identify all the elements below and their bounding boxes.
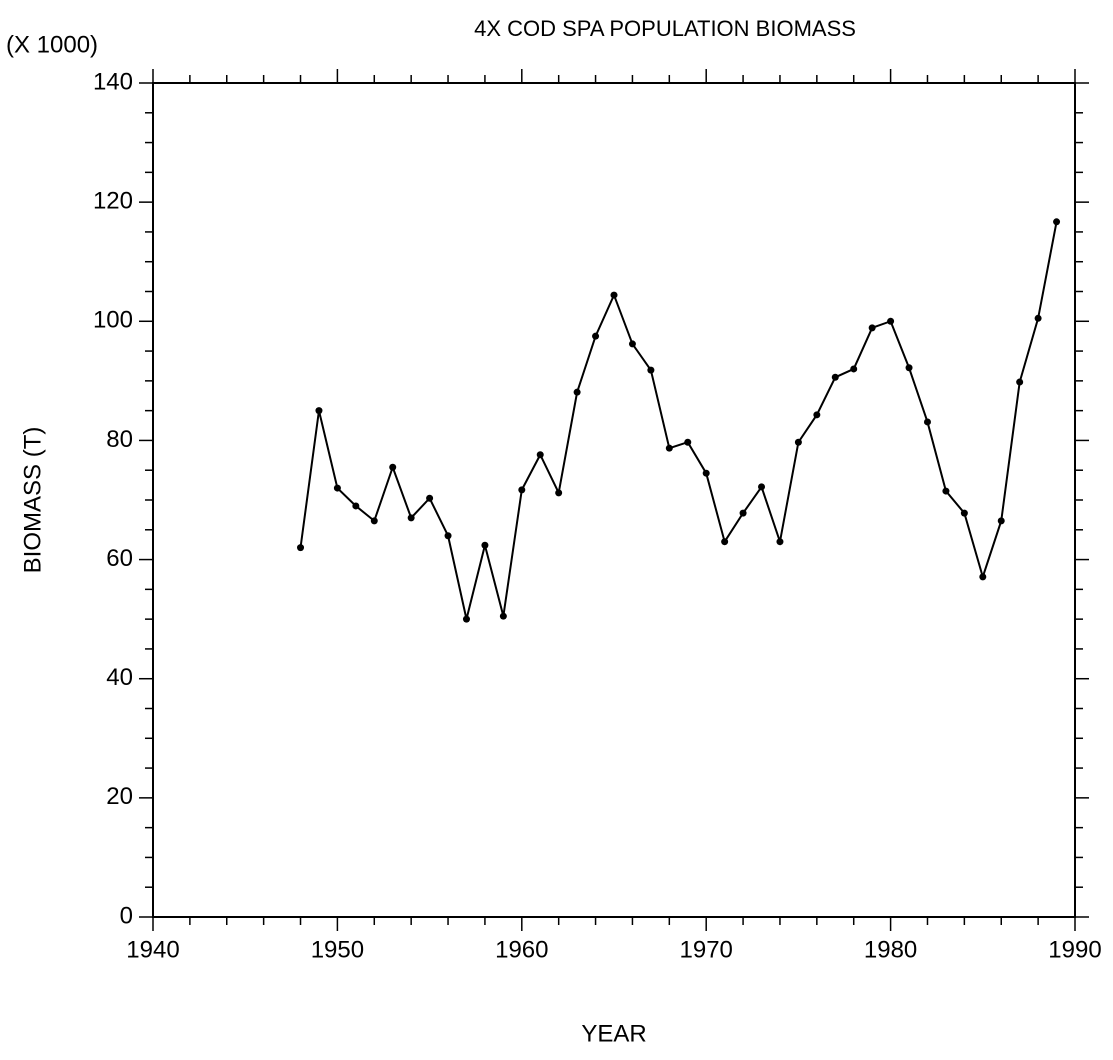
data-point: [426, 494, 434, 502]
x-axis-label: YEAR: [581, 1020, 646, 1047]
y-tick-label: 140: [93, 68, 133, 95]
data-point: [610, 291, 618, 299]
data-point: [647, 366, 655, 374]
x-tick-label: 1970: [680, 936, 733, 963]
data-point: [536, 451, 544, 459]
y-tick-label: 20: [106, 783, 133, 810]
data-point: [1034, 314, 1042, 322]
data-point: [389, 463, 397, 471]
data-point: [887, 317, 895, 325]
y-axis-label: BIOMASS (T): [19, 427, 46, 574]
data-point: [868, 324, 876, 332]
x-tick-label: 1960: [495, 936, 548, 963]
data-point: [758, 483, 766, 491]
data-point: [333, 484, 341, 492]
x-tick-label: 1950: [311, 936, 364, 963]
y-tick-label: 120: [93, 187, 133, 214]
data-point: [684, 438, 692, 446]
data-point: [315, 407, 323, 415]
x-tick-label: 1940: [126, 936, 179, 963]
data-point: [739, 509, 747, 517]
data-point: [297, 544, 305, 552]
data-point: [407, 514, 415, 522]
data-point: [960, 509, 968, 517]
data-point: [850, 365, 858, 373]
y-tick-label: 80: [106, 426, 133, 453]
plot-frame: [152, 82, 1076, 918]
data-point: [997, 517, 1005, 525]
data-point: [979, 573, 987, 581]
data-point: [942, 487, 950, 495]
y-multiplier: (X 1000): [6, 31, 98, 58]
data-point: [592, 332, 600, 340]
data-point: [905, 364, 913, 372]
data-point: [573, 388, 581, 396]
chart-title: 4X COD SPA POPULATION BIOMASS: [474, 16, 856, 41]
data-point: [1016, 378, 1024, 386]
y-tick-label: 60: [106, 545, 133, 572]
y-tick-label: 100: [93, 307, 133, 334]
data-point: [1053, 218, 1061, 226]
data-point: [813, 411, 821, 419]
y-tick-label: 40: [106, 664, 133, 691]
data-line: [299, 221, 1058, 620]
x-tick-label: 1990: [1048, 936, 1101, 963]
data-point: [794, 438, 802, 446]
data-point: [721, 538, 729, 546]
data-point: [831, 373, 839, 381]
data-point: [665, 444, 673, 452]
data-point: [555, 489, 563, 497]
data-point: [481, 541, 489, 549]
data-point: [462, 615, 470, 623]
data-point: [499, 612, 507, 620]
data-point: [518, 486, 526, 494]
data-point: [352, 502, 360, 510]
x-tick-label: 1980: [864, 936, 917, 963]
data-point: [444, 532, 452, 540]
data-point: [628, 340, 636, 348]
y-tick-label: 0: [120, 902, 133, 929]
data-point: [370, 517, 378, 525]
data-point: [923, 418, 931, 426]
data-point: [776, 538, 784, 546]
data-point: [702, 469, 710, 477]
